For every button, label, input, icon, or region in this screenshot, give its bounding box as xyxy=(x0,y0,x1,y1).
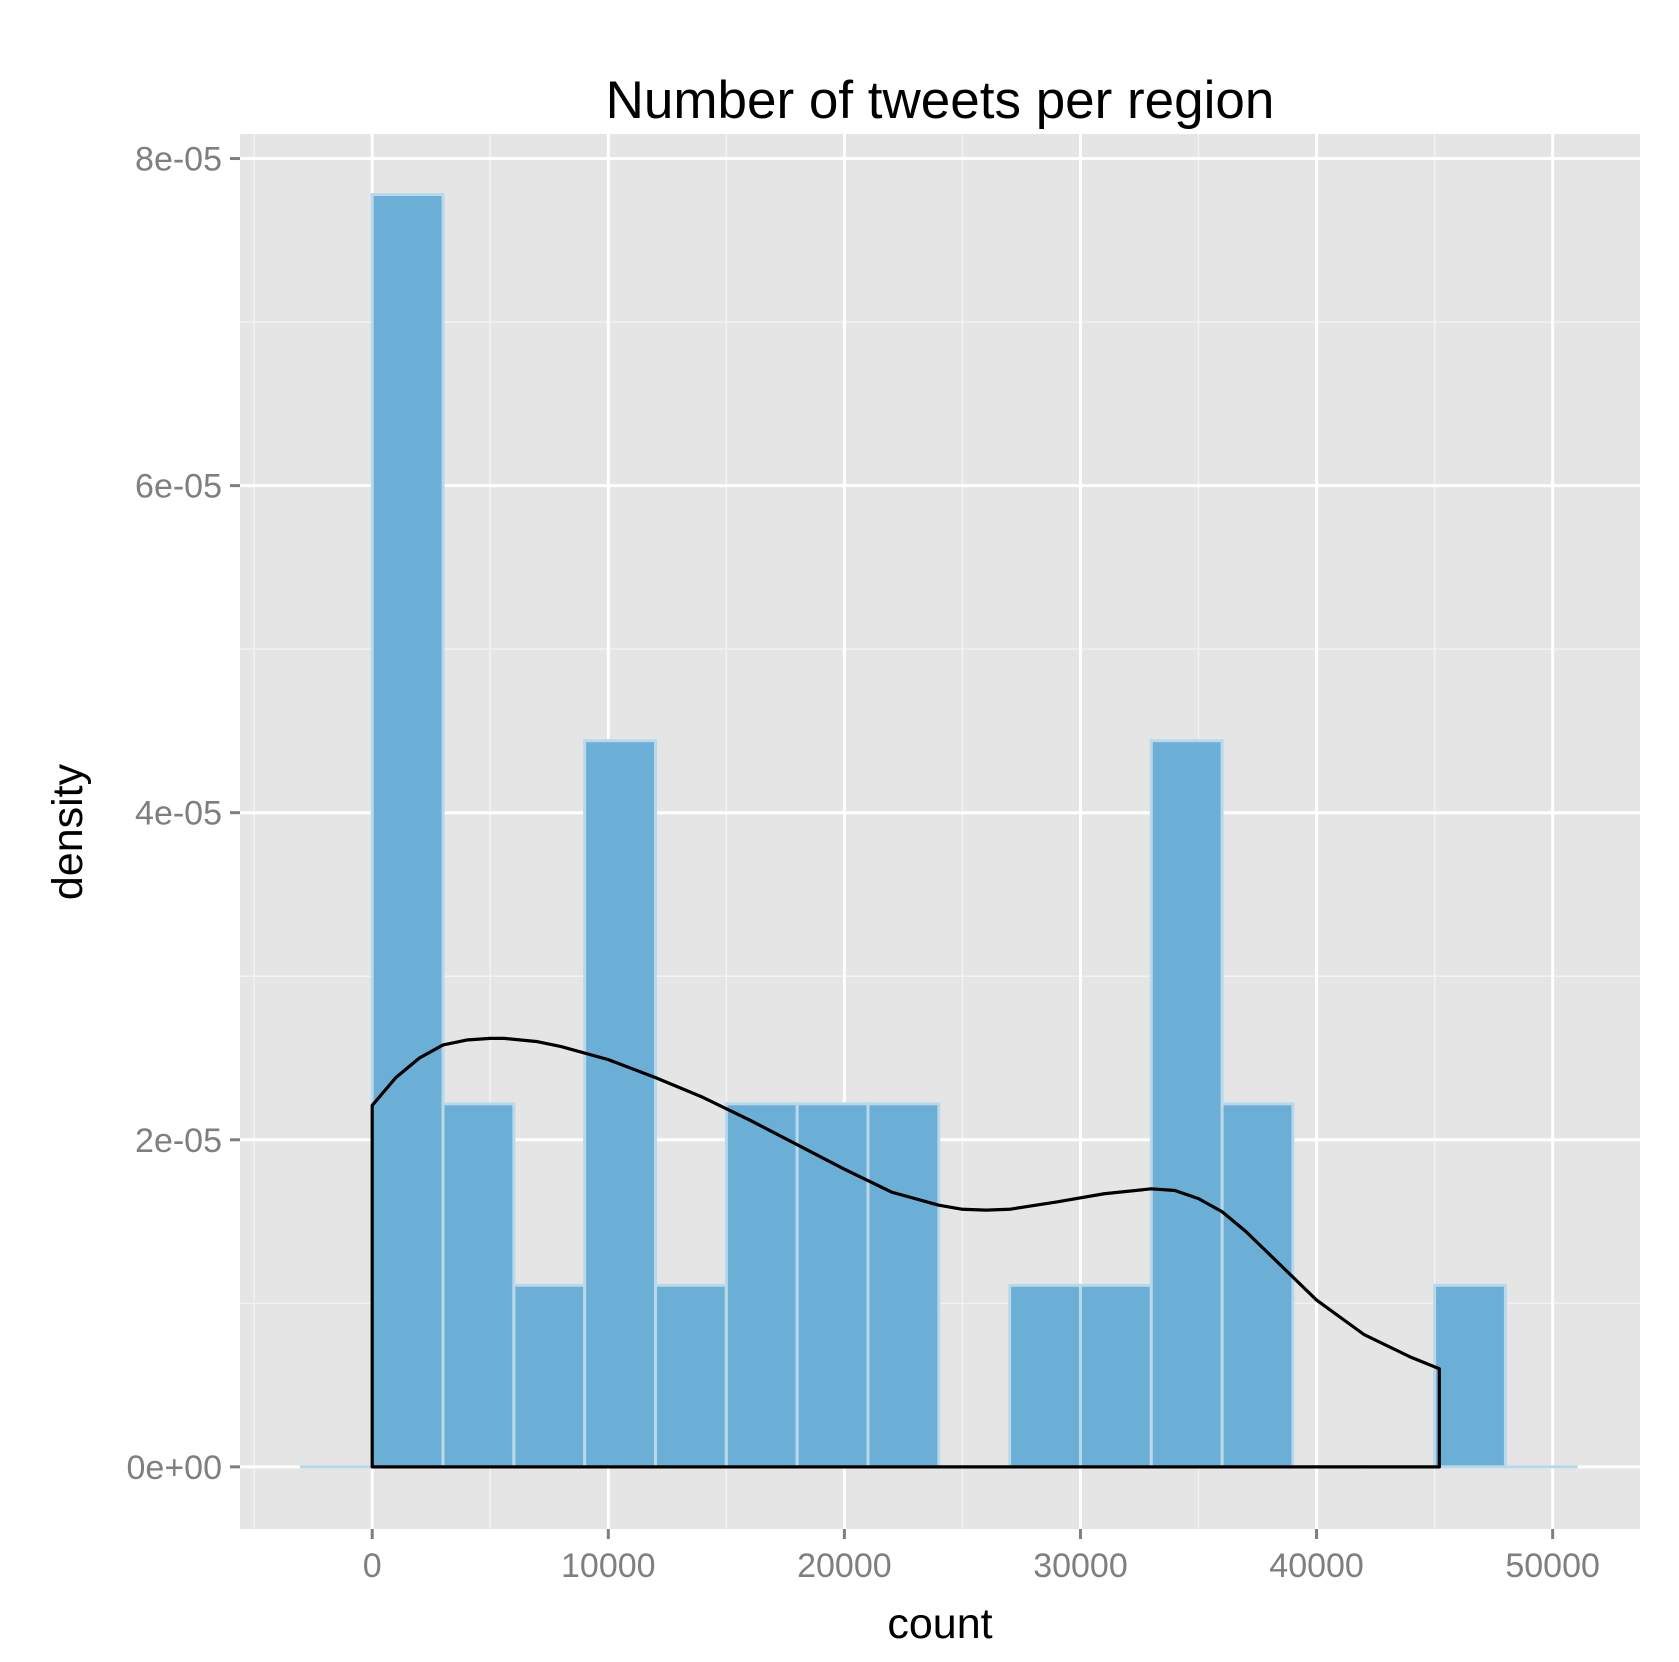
histogram-bar xyxy=(370,193,445,1469)
histogram-bars xyxy=(299,193,1578,1469)
histogram-bar xyxy=(795,1102,870,1469)
histogram-bar xyxy=(1149,739,1224,1469)
y-tick-label: 6e-05 xyxy=(135,468,222,506)
density-curve xyxy=(370,1036,1441,1469)
x-tick-label: 10000 xyxy=(561,1547,656,1585)
histogram-bar xyxy=(1078,1283,1153,1469)
axis-ticks: 0 10000 20000 30000 40000 50000 0e+00 2e-05 4e-0… xyxy=(127,141,1600,1585)
histogram-bar xyxy=(1008,1283,1082,1469)
histogram-bar xyxy=(441,1102,516,1469)
histogram-bar xyxy=(866,1102,941,1469)
histogram-bar xyxy=(512,1283,587,1469)
histogram-bar xyxy=(1433,1283,1507,1469)
histogram-bar xyxy=(724,1102,799,1469)
y-tick-label: 4e-05 xyxy=(135,795,222,833)
x-tick-label: 0 xyxy=(363,1547,382,1585)
x-tick-label: 20000 xyxy=(797,1547,892,1585)
y-tick-label: 8e-05 xyxy=(135,141,222,179)
histogram-bar xyxy=(1220,1102,1295,1469)
histogram-bar xyxy=(654,1283,728,1469)
x-tick-label: 50000 xyxy=(1505,1547,1600,1585)
x-tick-label: 30000 xyxy=(1033,1547,1128,1585)
histogram-bar xyxy=(583,739,658,1469)
y-axis-label: density xyxy=(44,763,92,900)
chart-title: Number of tweets per region xyxy=(606,71,1275,130)
x-axis-label: count xyxy=(887,1600,992,1648)
y-tick-label: 2e-05 xyxy=(135,1122,222,1160)
x-tick-label: 40000 xyxy=(1269,1547,1364,1585)
y-tick-label: 0e+00 xyxy=(127,1449,223,1487)
